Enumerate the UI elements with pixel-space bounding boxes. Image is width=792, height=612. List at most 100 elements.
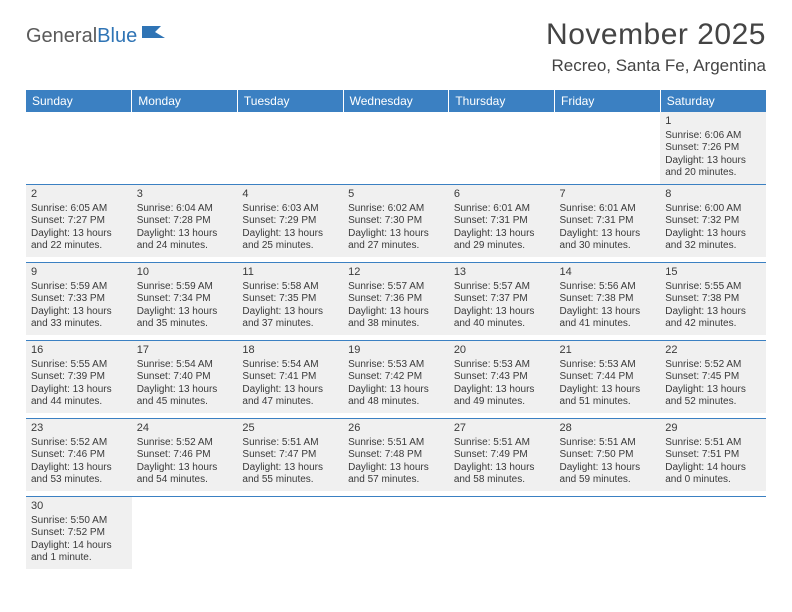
daylight-text: Daylight: 13 hours and 59 minutes. xyxy=(560,462,656,487)
calendar-week: 2Sunrise: 6:05 AMSunset: 7:27 PMDaylight… xyxy=(26,184,766,262)
day-header: Saturday xyxy=(660,90,766,112)
calendar-cell: 16Sunrise: 5:55 AMSunset: 7:39 PMDayligh… xyxy=(26,340,132,418)
sunrise-text: Sunrise: 6:05 AM xyxy=(31,203,127,216)
cell-inner: 21Sunrise: 5:53 AMSunset: 7:44 PMDayligh… xyxy=(555,341,661,413)
sunset-text: Sunset: 7:49 PM xyxy=(454,449,550,462)
sunrise-text: Sunrise: 5:52 AM xyxy=(31,437,127,450)
daylight-text: Daylight: 13 hours and 41 minutes. xyxy=(560,306,656,331)
sunset-text: Sunset: 7:42 PM xyxy=(348,371,444,384)
sunset-text: Sunset: 7:26 PM xyxy=(665,142,761,155)
cell-inner: 5Sunrise: 6:02 AMSunset: 7:30 PMDaylight… xyxy=(343,185,449,257)
daylight-text: Daylight: 13 hours and 29 minutes. xyxy=(454,228,550,253)
sunrise-text: Sunrise: 5:51 AM xyxy=(348,437,444,450)
sunset-text: Sunset: 7:50 PM xyxy=(560,449,656,462)
calendar-cell: 2Sunrise: 6:05 AMSunset: 7:27 PMDaylight… xyxy=(26,184,132,262)
day-number: 29 xyxy=(665,422,761,436)
sunset-text: Sunset: 7:29 PM xyxy=(242,215,338,228)
calendar-cell: 30Sunrise: 5:50 AMSunset: 7:52 PMDayligh… xyxy=(26,496,132,574)
sunrise-text: Sunrise: 6:01 AM xyxy=(560,203,656,216)
cell-inner: 30Sunrise: 5:50 AMSunset: 7:52 PMDayligh… xyxy=(26,497,132,569)
calendar-cell: 6Sunrise: 6:01 AMSunset: 7:31 PMDaylight… xyxy=(449,184,555,262)
calendar-cell: 23Sunrise: 5:52 AMSunset: 7:46 PMDayligh… xyxy=(26,418,132,496)
month-title: November 2025 xyxy=(546,18,766,52)
empty-cell xyxy=(449,497,555,504)
cell-inner: 27Sunrise: 5:51 AMSunset: 7:49 PMDayligh… xyxy=(449,419,555,491)
sunset-text: Sunset: 7:38 PM xyxy=(560,293,656,306)
sunrise-text: Sunrise: 5:52 AM xyxy=(137,437,233,450)
day-number: 10 xyxy=(137,266,233,280)
daylight-text: Daylight: 13 hours and 40 minutes. xyxy=(454,306,550,331)
sunset-text: Sunset: 7:51 PM xyxy=(665,449,761,462)
daylight-text: Daylight: 13 hours and 42 minutes. xyxy=(665,306,761,331)
daylight-text: Daylight: 13 hours and 22 minutes. xyxy=(31,228,127,253)
location: Recreo, Santa Fe, Argentina xyxy=(546,56,766,76)
day-header: Thursday xyxy=(449,90,555,112)
day-number: 26 xyxy=(348,422,444,436)
cell-inner: 15Sunrise: 5:55 AMSunset: 7:38 PMDayligh… xyxy=(660,263,766,335)
sunrise-text: Sunrise: 6:04 AM xyxy=(137,203,233,216)
calendar-cell: 13Sunrise: 5:57 AMSunset: 7:37 PMDayligh… xyxy=(449,262,555,340)
sunrise-text: Sunrise: 5:53 AM xyxy=(454,359,550,372)
calendar-cell xyxy=(26,112,132,184)
cell-inner: 17Sunrise: 5:54 AMSunset: 7:40 PMDayligh… xyxy=(132,341,238,413)
sunset-text: Sunset: 7:31 PM xyxy=(560,215,656,228)
calendar-cell xyxy=(343,496,449,574)
sunset-text: Sunset: 7:40 PM xyxy=(137,371,233,384)
sunset-text: Sunset: 7:36 PM xyxy=(348,293,444,306)
day-number: 18 xyxy=(242,344,338,358)
day-number: 17 xyxy=(137,344,233,358)
calendar-cell: 14Sunrise: 5:56 AMSunset: 7:38 PMDayligh… xyxy=(555,262,661,340)
daylight-text: Daylight: 13 hours and 44 minutes. xyxy=(31,384,127,409)
calendar-cell xyxy=(237,496,343,574)
cell-inner: 7Sunrise: 6:01 AMSunset: 7:31 PMDaylight… xyxy=(555,185,661,257)
sunrise-text: Sunrise: 5:58 AM xyxy=(242,281,338,294)
daylight-text: Daylight: 13 hours and 48 minutes. xyxy=(348,384,444,409)
cell-inner: 12Sunrise: 5:57 AMSunset: 7:36 PMDayligh… xyxy=(343,263,449,335)
calendar-cell: 3Sunrise: 6:04 AMSunset: 7:28 PMDaylight… xyxy=(132,184,238,262)
flag-icon xyxy=(141,24,167,48)
sunset-text: Sunset: 7:38 PM xyxy=(665,293,761,306)
calendar-cell: 28Sunrise: 5:51 AMSunset: 7:50 PMDayligh… xyxy=(555,418,661,496)
daylight-text: Daylight: 13 hours and 57 minutes. xyxy=(348,462,444,487)
sunset-text: Sunset: 7:41 PM xyxy=(242,371,338,384)
calendar-cell: 25Sunrise: 5:51 AMSunset: 7:47 PMDayligh… xyxy=(237,418,343,496)
daylight-text: Daylight: 13 hours and 49 minutes. xyxy=(454,384,550,409)
sunrise-text: Sunrise: 5:55 AM xyxy=(31,359,127,372)
cell-inner: 11Sunrise: 5:58 AMSunset: 7:35 PMDayligh… xyxy=(237,263,343,335)
cell-inner: 13Sunrise: 5:57 AMSunset: 7:37 PMDayligh… xyxy=(449,263,555,335)
sunset-text: Sunset: 7:48 PM xyxy=(348,449,444,462)
sunset-text: Sunset: 7:27 PM xyxy=(31,215,127,228)
calendar-week: 30Sunrise: 5:50 AMSunset: 7:52 PMDayligh… xyxy=(26,496,766,574)
calendar-cell: 19Sunrise: 5:53 AMSunset: 7:42 PMDayligh… xyxy=(343,340,449,418)
daylight-text: Daylight: 14 hours and 1 minute. xyxy=(31,540,127,565)
empty-cell xyxy=(660,497,766,504)
daylight-text: Daylight: 14 hours and 0 minutes. xyxy=(665,462,761,487)
cell-inner: 16Sunrise: 5:55 AMSunset: 7:39 PMDayligh… xyxy=(26,341,132,413)
sunrise-text: Sunrise: 5:50 AM xyxy=(31,515,127,528)
cell-inner: 10Sunrise: 5:59 AMSunset: 7:34 PMDayligh… xyxy=(132,263,238,335)
empty-cell xyxy=(449,112,555,119)
sunset-text: Sunset: 7:31 PM xyxy=(454,215,550,228)
day-number: 21 xyxy=(560,344,656,358)
cell-inner: 3Sunrise: 6:04 AMSunset: 7:28 PMDaylight… xyxy=(132,185,238,257)
day-number: 4 xyxy=(242,188,338,202)
calendar-cell xyxy=(555,112,661,184)
day-number: 16 xyxy=(31,344,127,358)
sunrise-text: Sunrise: 6:06 AM xyxy=(665,130,761,143)
sunrise-text: Sunrise: 5:56 AM xyxy=(560,281,656,294)
calendar-cell xyxy=(555,496,661,574)
calendar-cell xyxy=(343,112,449,184)
title-block: November 2025 Recreo, Santa Fe, Argentin… xyxy=(546,18,766,76)
cell-inner: 29Sunrise: 5:51 AMSunset: 7:51 PMDayligh… xyxy=(660,419,766,491)
day-number: 24 xyxy=(137,422,233,436)
empty-cell xyxy=(343,112,449,119)
cell-inner: 25Sunrise: 5:51 AMSunset: 7:47 PMDayligh… xyxy=(237,419,343,491)
day-header: Tuesday xyxy=(237,90,343,112)
calendar-cell: 26Sunrise: 5:51 AMSunset: 7:48 PMDayligh… xyxy=(343,418,449,496)
daylight-text: Daylight: 13 hours and 33 minutes. xyxy=(31,306,127,331)
sunrise-text: Sunrise: 5:55 AM xyxy=(665,281,761,294)
sunrise-text: Sunrise: 5:59 AM xyxy=(137,281,233,294)
daylight-text: Daylight: 13 hours and 38 minutes. xyxy=(348,306,444,331)
daylight-text: Daylight: 13 hours and 53 minutes. xyxy=(31,462,127,487)
daylight-text: Daylight: 13 hours and 30 minutes. xyxy=(560,228,656,253)
